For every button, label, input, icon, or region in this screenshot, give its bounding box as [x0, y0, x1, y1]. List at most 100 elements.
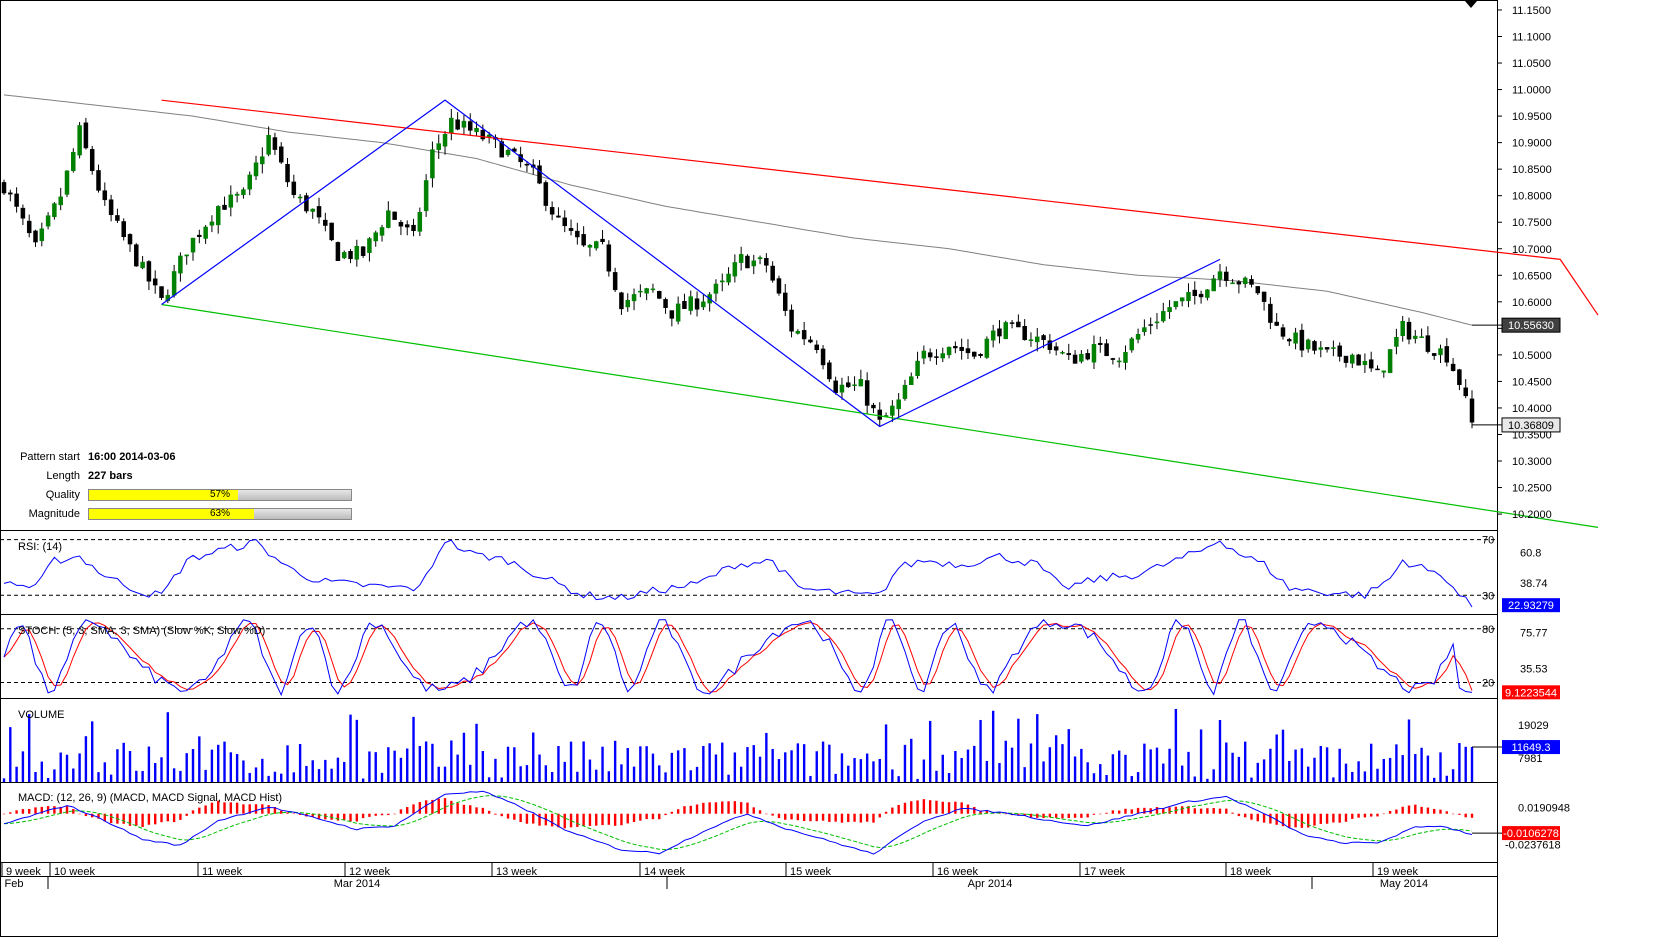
- candle-down: [1368, 359, 1374, 369]
- macd-hist-bar: [1099, 813, 1102, 815]
- macd-hist-bar: [777, 813, 781, 819]
- volume-bar: [708, 743, 711, 782]
- candle-down: [398, 221, 404, 227]
- volume-bar: [821, 741, 825, 782]
- macd-hist-bar: [1414, 804, 1417, 814]
- volume-bar: [985, 760, 989, 782]
- macd-last-label: -0.0106278: [1503, 828, 1559, 840]
- macd-hist-bar: [1029, 813, 1033, 818]
- macd-hist-bar: [1351, 813, 1354, 819]
- candle-down: [1022, 325, 1027, 341]
- macd-hist-bar: [1086, 813, 1089, 818]
- candle-down: [291, 181, 297, 195]
- candle-down: [329, 222, 334, 241]
- macd-hist-bar: [632, 813, 636, 822]
- volume-bar: [261, 758, 264, 782]
- stoch-tick-label: 20: [1482, 678, 1494, 690]
- volume-bar: [1294, 749, 1297, 782]
- scroll-arrow-icon[interactable]: [1465, 1, 1477, 8]
- candle-up: [719, 280, 725, 283]
- stoch-last-tag: [1502, 685, 1560, 700]
- volume-bar: [1130, 776, 1133, 782]
- month-label: Mar 2014: [334, 878, 380, 890]
- volume-bar: [1451, 769, 1455, 782]
- volume-tick-label: 7981: [1518, 753, 1542, 765]
- volume-title: VOLUME: [18, 709, 64, 721]
- macd-hist-bar: [210, 802, 214, 814]
- candle-up: [1331, 347, 1336, 349]
- volume-bar: [1281, 729, 1285, 782]
- macd-hist-bar: [670, 811, 674, 814]
- week-label: 12 week: [349, 866, 390, 878]
- rsi-line: [3, 538, 1473, 608]
- candle-up: [593, 241, 599, 249]
- volume-last-label: 11649.3: [1512, 742, 1551, 754]
- macd-hist-bar: [292, 813, 296, 814]
- candle-down: [1041, 335, 1046, 340]
- macd-hist-bar: [1470, 813, 1474, 818]
- volume-bar: [1155, 747, 1159, 782]
- candle-down: [96, 170, 101, 191]
- candle-up: [505, 149, 511, 155]
- candle-down: [1450, 363, 1456, 371]
- volume-bar: [487, 777, 491, 782]
- candle-up: [228, 194, 234, 208]
- candle-up: [1419, 336, 1424, 338]
- candle-up: [140, 261, 145, 269]
- macd-hist-bar: [97, 813, 100, 819]
- candle-up: [442, 134, 448, 147]
- volume-bar: [525, 765, 529, 782]
- candle-down: [278, 146, 284, 163]
- candle-up: [184, 254, 189, 257]
- macd-hist-bar: [1426, 807, 1430, 814]
- macd-hist-bar: [1269, 813, 1272, 824]
- support-line: [161, 303, 1599, 528]
- volume-bar: [292, 772, 296, 782]
- macd-hist-bar: [122, 813, 125, 824]
- volume-bar: [1231, 752, 1234, 782]
- magnitude-label: Magnitude: [28, 508, 80, 520]
- volume-bar: [1199, 729, 1203, 782]
- macd-hist-bar: [809, 813, 812, 822]
- volume-bar: [1193, 776, 1196, 782]
- macd-hist-bar: [878, 813, 881, 818]
- candle-down: [1299, 329, 1305, 351]
- macd-hist-bar: [147, 813, 151, 825]
- candle-up: [1205, 289, 1210, 298]
- candle-up: [909, 376, 914, 386]
- volume-bar: [34, 772, 37, 782]
- magnitude-bar: 63%: [88, 508, 352, 520]
- volume-bar: [336, 757, 340, 782]
- candle-up: [58, 196, 63, 206]
- magnitude-fill: [89, 509, 255, 519]
- candle-up: [1381, 370, 1387, 373]
- macd-hist-bar: [1143, 807, 1146, 814]
- candle-up: [354, 245, 360, 260]
- volume-bar: [1395, 744, 1398, 782]
- candle-up: [1186, 292, 1191, 302]
- volume-bar: [1180, 765, 1184, 782]
- candle-down: [348, 251, 353, 260]
- volume-bar: [97, 772, 100, 782]
- candle-up: [367, 238, 372, 253]
- macd-hist-bar: [399, 809, 403, 814]
- volume-bar: [72, 768, 75, 782]
- volume-bar: [122, 742, 125, 782]
- candle-up: [1142, 327, 1147, 333]
- macd-panel: [0, 782, 1498, 863]
- candle-up: [1154, 321, 1160, 324]
- macd-hist-bar: [884, 811, 888, 814]
- macd-hist-bar: [1382, 813, 1385, 815]
- macd-hist-bar: [941, 801, 944, 814]
- macd-hist-bar: [2, 813, 6, 815]
- candle-down: [115, 215, 120, 221]
- volume-bar: [809, 775, 812, 782]
- candle-down: [871, 404, 876, 409]
- volume-bar: [273, 771, 277, 782]
- macd-hist-bar: [135, 813, 138, 826]
- candle-up: [1387, 349, 1393, 373]
- stoch-d-line: [3, 621, 1473, 693]
- candle-up: [1129, 338, 1135, 351]
- macd-hist-bar: [840, 813, 844, 823]
- candle-up: [241, 189, 246, 196]
